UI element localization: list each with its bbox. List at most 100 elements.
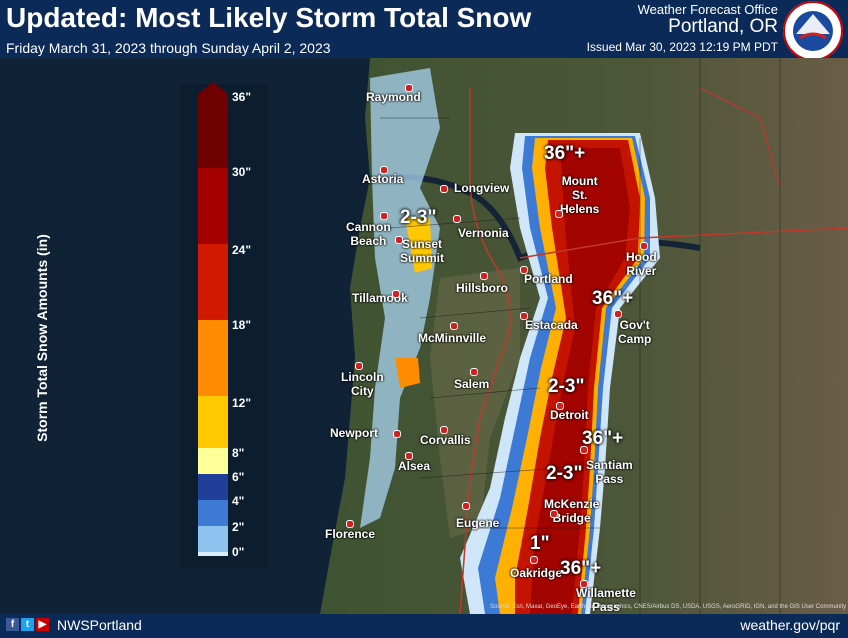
city-label: Willamette Pass (576, 586, 636, 614)
snow-forecast-map (0, 58, 848, 614)
legend-swatch (198, 474, 228, 500)
city-label: Cannon Beach (346, 220, 391, 248)
city-label: Portland (524, 272, 573, 286)
city-marker (614, 310, 622, 318)
legend-swatch (198, 448, 228, 474)
city-marker (470, 368, 478, 376)
city-marker (346, 520, 354, 528)
city-marker (520, 266, 528, 274)
city-label: Astoria (362, 172, 404, 186)
twitter-icon[interactable]: t (21, 618, 34, 631)
city-label: McMinnville (418, 331, 487, 345)
city-marker (450, 322, 458, 330)
map-source-credit: Source: Esri, Maxar, GeoEye, Earthstar G… (490, 604, 847, 610)
snow-amount-label: 2-3" (548, 376, 585, 397)
city-marker (393, 430, 401, 438)
city-label: Santiam Pass (586, 458, 633, 486)
legend-tick-label: 8" (232, 446, 245, 460)
legend-tick-label: 30" (232, 165, 252, 179)
legend-tick-label: 4" (232, 494, 245, 508)
city-label: Oakridge (510, 566, 563, 580)
city-marker (440, 185, 448, 193)
snow-amount-label: 2-3" (400, 207, 437, 228)
city-marker (453, 215, 461, 223)
legend-swatch (198, 244, 228, 320)
snow-amount-label: 36"+ (544, 143, 586, 164)
city-label: McKenzie Bridge (544, 497, 600, 525)
city-marker (530, 556, 538, 564)
issued-time: Issued Mar 30, 2023 12:19 PM PDT (586, 40, 778, 54)
city-label: Newport (330, 426, 378, 440)
interstate-5 (459, 88, 511, 614)
city-marker (405, 84, 413, 92)
footer-bar (0, 614, 848, 638)
legend-tick-label: 24" (232, 243, 252, 257)
date-range: Friday March 31, 2023 through Sunday Apr… (6, 40, 331, 56)
city-label: Vernonia (458, 226, 509, 240)
legend-color-bar (198, 82, 228, 556)
city-label: Florence (325, 527, 376, 541)
header-bar (0, 0, 848, 58)
legend-tick-label: 0" (232, 545, 245, 559)
legend-arrow (198, 82, 228, 94)
cascade-snow-darkred (530, 148, 630, 614)
snow-amount-label: 1" (530, 533, 550, 554)
legend-swatch (198, 526, 228, 552)
city-label: Alsea (398, 459, 431, 473)
snow-amount-label: 36"+ (560, 558, 602, 579)
nws-logo-icon (783, 1, 843, 61)
city-label: Detroit (550, 408, 589, 422)
website-link[interactable]: weather.gov/pqr (740, 617, 840, 633)
legend-swatch (198, 396, 228, 448)
city-marker (580, 580, 588, 588)
legend-tick-label: 36" (232, 90, 252, 104)
city-marker (440, 426, 448, 434)
county-borders (380, 58, 781, 614)
city-label: Longview (454, 181, 510, 195)
legend-swatch (198, 320, 228, 396)
city-marker (580, 446, 588, 454)
legend-tick-label: 2" (232, 520, 245, 534)
city-label: Raymond (366, 90, 421, 104)
coast-snow-highlight (405, 218, 432, 273)
legend-tick-label: 6" (232, 470, 245, 484)
interstate-84 (519, 227, 848, 259)
highway (699, 87, 781, 189)
youtube-icon[interactable]: ▶ (36, 618, 49, 631)
coast-range-snow (360, 68, 440, 528)
city-label: Eugene (456, 516, 500, 530)
page-title: Updated: Most Likely Storm Total Snow (6, 2, 532, 33)
office-label: Weather Forecast Office (637, 2, 778, 17)
office-city: Portland, OR (668, 16, 778, 37)
city-marker (395, 236, 403, 244)
city-marker (640, 242, 648, 250)
city-marker (405, 452, 413, 460)
city-label: Corvallis (420, 433, 471, 447)
city-marker (555, 210, 563, 218)
legend-swatch (198, 94, 228, 168)
legend-tick-label: 12" (232, 396, 252, 410)
city-marker (550, 510, 558, 518)
legend-swatch (198, 168, 228, 244)
city-label: Hood River (626, 250, 657, 278)
snow-amount-label: 36"+ (582, 428, 624, 449)
valley (430, 268, 520, 538)
city-marker (480, 272, 488, 280)
legend-swatch (198, 552, 228, 556)
legend-tick-label: 18" (232, 318, 252, 332)
coast-snow-highlight (395, 358, 420, 388)
city-label: Sunset Summit (400, 237, 445, 265)
facebook-icon[interactable]: f (6, 618, 19, 631)
city-marker (380, 166, 388, 174)
snow-amount-label: 2-3" (546, 463, 583, 484)
social-handle[interactable]: NWSPortland (57, 617, 142, 633)
social-icons: f t ▶ (6, 618, 49, 631)
city-marker (556, 402, 564, 410)
legend-title: Storm Total Snow Amounts (in) (34, 234, 50, 442)
city-marker (355, 362, 363, 370)
city-label: Salem (454, 377, 490, 391)
city-marker (392, 290, 400, 298)
city-marker (520, 312, 528, 320)
snow-amount-label: 36"+ (592, 288, 634, 309)
city-label: Hillsboro (456, 281, 509, 295)
